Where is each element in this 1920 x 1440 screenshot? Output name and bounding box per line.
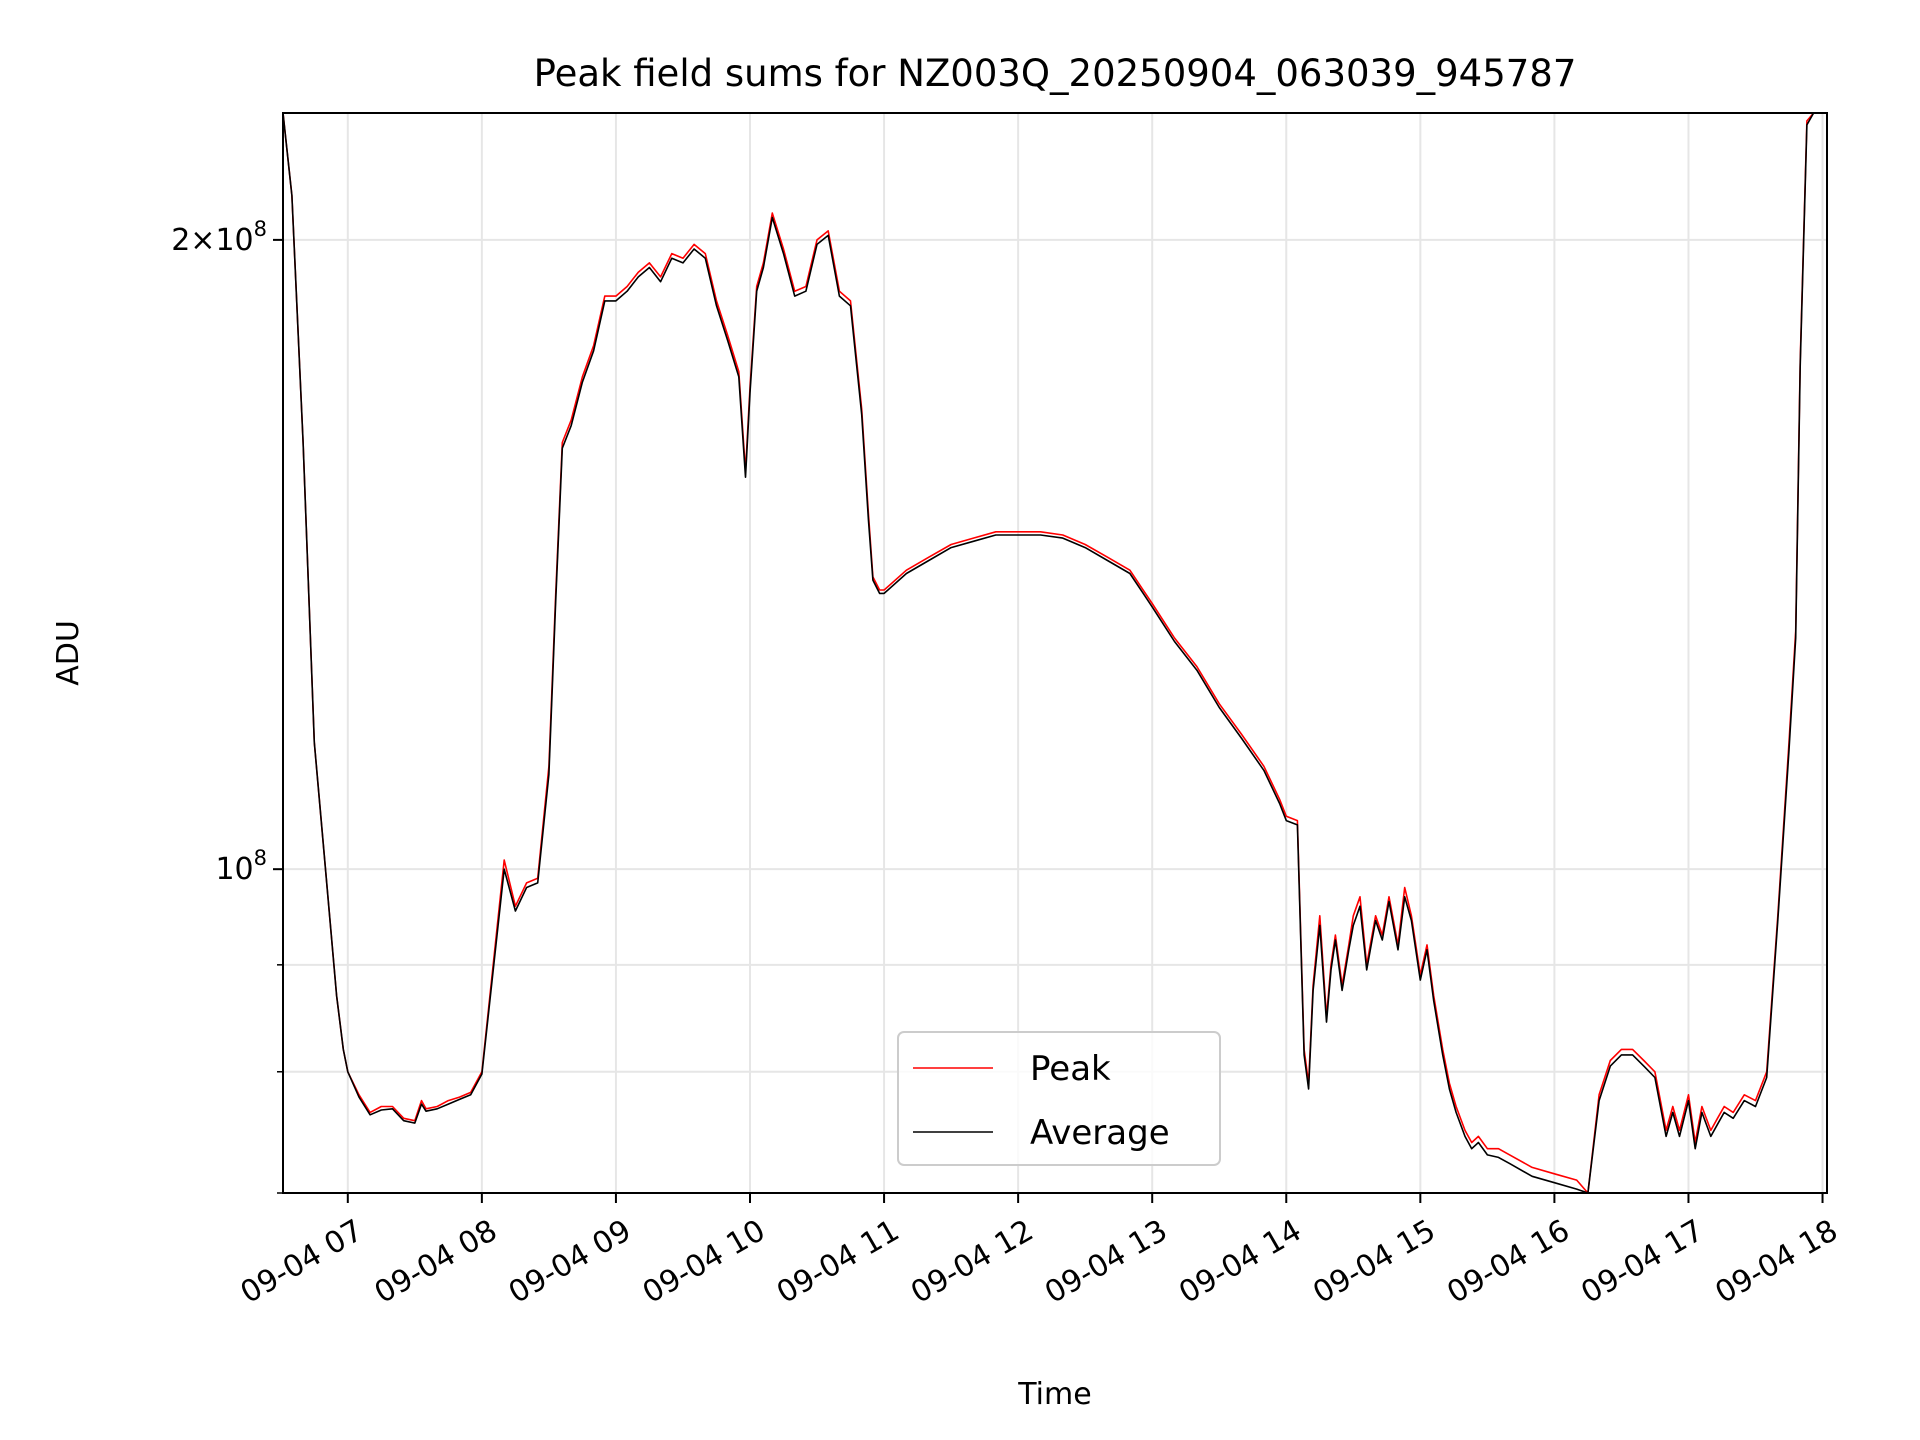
series-lines [283,113,1815,1193]
series-line-average [283,113,1815,1193]
legend: Peak Average [897,1031,1221,1166]
legend-peak-label: Peak [1030,1049,1111,1089]
y-tick-label: 108 [215,846,267,887]
grid [283,113,1827,1194]
y-axis-title: ADU [51,620,86,686]
y-axis-ticks: 2×108 108 [171,217,283,1194]
chart-title: Peak field sums for NZ003Q_20250904_0630… [534,52,1577,95]
y-tick-label: 2×108 [171,217,267,258]
x-axis-title: Time [1017,1377,1091,1412]
plot-frame [282,112,1828,1194]
series-line-peak [283,113,1815,1193]
legend-average-label: Average [1030,1113,1170,1153]
